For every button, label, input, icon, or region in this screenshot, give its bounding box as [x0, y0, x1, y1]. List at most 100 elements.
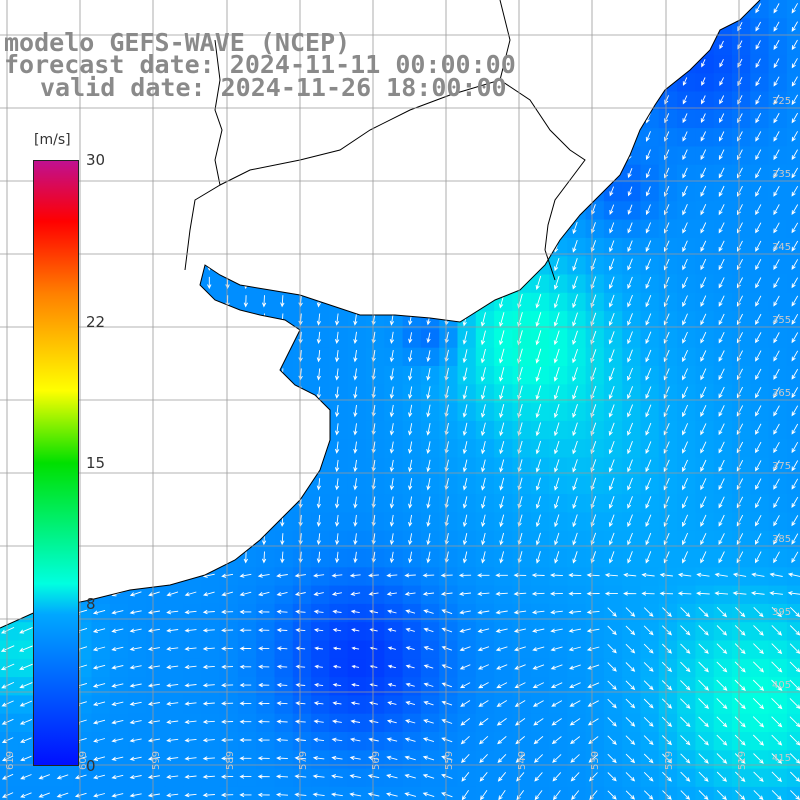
- wind-arrow: [166, 610, 179, 615]
- wind-arrow: [535, 440, 542, 455]
- wind-arrow: [700, 496, 707, 509]
- wind-arrow: [129, 738, 142, 743]
- wind-speed-cell: [237, 658, 257, 678]
- wind-speed-cell: [329, 512, 349, 532]
- wind-arrow: [408, 551, 413, 564]
- wind-arrow: [718, 533, 725, 546]
- wind-speed-cell: [640, 512, 660, 532]
- wind-speed-cell: [549, 549, 568, 568]
- wind-arrow: [572, 551, 578, 564]
- wind-speed-cell: [603, 494, 623, 513]
- wind-speed-cell: [311, 677, 330, 696]
- wind-arrow: [408, 368, 413, 381]
- wind-speed-cell: [366, 494, 385, 513]
- wind-speed-cell: [164, 585, 184, 605]
- wind-arrow: [552, 772, 562, 782]
- wind-arrow: [771, 716, 783, 728]
- wind-speed-cell: [311, 695, 330, 715]
- wind-speed-cell: [530, 713, 550, 733]
- wind-arrow: [791, 478, 799, 490]
- wind-speed-cell: [439, 475, 458, 495]
- wind-speed-cell: [475, 402, 495, 422]
- wind-arrow: [460, 718, 471, 726]
- wind-arrow: [645, 204, 651, 216]
- longitude-label: 609: [78, 751, 89, 770]
- wind-speed-cell: [439, 695, 458, 715]
- wind-arrow: [787, 572, 800, 578]
- wind-speed-cell: [109, 677, 129, 696]
- wind-speed-cell: [347, 347, 367, 367]
- wind-arrow: [771, 753, 783, 764]
- wind-speed-cell: [585, 658, 605, 678]
- wind-arrow: [791, 149, 798, 161]
- wind-arrow: [714, 572, 728, 577]
- wind-arrow: [791, 515, 799, 527]
- wind-speed-cell: [530, 274, 550, 294]
- wind-arrow: [755, 368, 762, 381]
- wind-arrow: [750, 591, 765, 596]
- wind-speed-cell: [439, 439, 458, 458]
- wind-speed-cell: [0, 658, 19, 678]
- wind-arrow: [607, 698, 617, 709]
- colorbar-tick-label: 30: [86, 151, 106, 169]
- wind-speed-cell: [402, 420, 422, 440]
- wind-arrow: [773, 332, 780, 344]
- wind-speed-cell: [439, 786, 458, 800]
- wind-speed-cell: [347, 732, 367, 751]
- wind-speed-cell: [732, 549, 751, 568]
- wind-arrow: [166, 683, 179, 688]
- wind-arrow: [462, 532, 468, 546]
- wind-arrow: [423, 664, 434, 669]
- wind-speed-cell: [0, 750, 19, 770]
- wind-arrow: [258, 646, 270, 651]
- wind-arrow: [701, 59, 706, 68]
- wind-arrow: [645, 258, 652, 271]
- wind-speed-cell: [183, 695, 202, 715]
- wind-arrow: [718, 332, 725, 344]
- wind-speed-cell: [439, 366, 458, 385]
- wind-speed-cell: [549, 366, 568, 385]
- wind-speed-cell: [732, 91, 751, 111]
- wind-speed-cell: [219, 750, 239, 770]
- wind-arrow: [481, 496, 486, 509]
- wind-arrow: [276, 682, 288, 688]
- wind-speed-cell: [713, 530, 733, 550]
- wind-speed-cell: [329, 640, 349, 660]
- wind-arrow: [755, 332, 762, 344]
- wind-speed-cell: [750, 439, 770, 458]
- wind-arrow: [334, 368, 340, 381]
- wind-speed-cell: [366, 384, 385, 404]
- wind-arrow: [497, 736, 507, 745]
- wind-arrow: [1, 755, 14, 762]
- wind-speed-cell: [384, 713, 404, 733]
- wind-speed-cell: [329, 384, 349, 404]
- wind-arrow: [422, 755, 435, 761]
- wind-speed-cell: [420, 658, 440, 678]
- wind-arrow: [20, 737, 32, 743]
- wind-speed-cell: [109, 695, 129, 715]
- wind-speed-cell: [640, 402, 660, 422]
- wind-speed-cell: [585, 695, 605, 715]
- wind-speed-cell: [128, 695, 147, 715]
- wind-arrow: [481, 459, 486, 473]
- wind-arrow: [280, 533, 285, 546]
- wind-speed-cell: [384, 585, 404, 605]
- wind-arrow: [568, 610, 582, 615]
- wind-arrow: [608, 258, 615, 271]
- wind-arrow: [553, 440, 560, 455]
- wind-speed-cell: [695, 91, 715, 111]
- wind-speed-cell: [366, 475, 385, 495]
- wind-arrow: [295, 701, 306, 706]
- wind-speed-cell: [292, 768, 312, 788]
- wind-arrow: [607, 607, 617, 617]
- wind-arrow: [389, 350, 395, 363]
- wind-speed-cell: [695, 457, 715, 477]
- wind-speed-cell: [237, 585, 257, 605]
- wind-speed-cell: [713, 384, 733, 404]
- wind-speed-cell: [219, 713, 239, 733]
- wind-speed-cell: [622, 549, 641, 568]
- wind-speed-cell: [512, 494, 532, 513]
- wind-arrow: [514, 646, 526, 652]
- wind-arrow: [663, 532, 670, 546]
- wind-arrow: [791, 277, 799, 289]
